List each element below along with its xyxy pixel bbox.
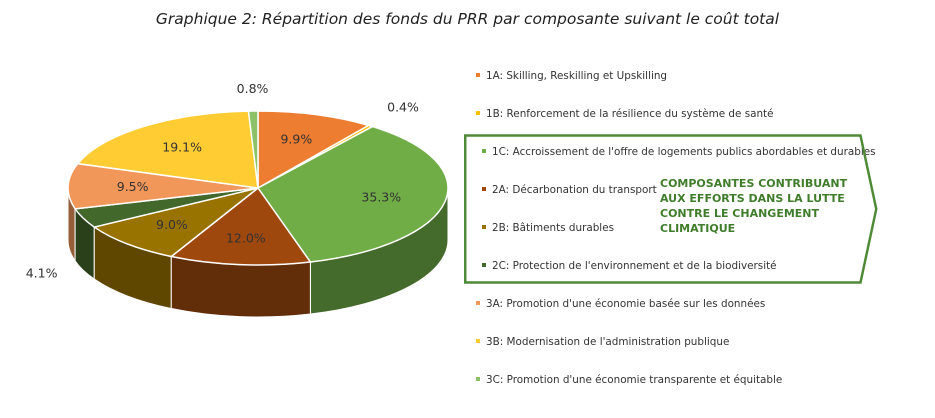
legend-label: 2C: Protection de l'environnement et de … — [492, 260, 777, 272]
pie-data-label: 4.1% — [26, 265, 58, 280]
legend-item: 1B: Renforcement de la résilience du sys… — [476, 108, 774, 120]
legend-label: 2A: Décarbonation du transport — [492, 184, 657, 196]
pie-slice — [67, 162, 259, 210]
legend-label: 3A: Promotion d'une économie basée sur l… — [486, 298, 766, 310]
legend-label: 1C: Accroissement de l'offre de logement… — [492, 146, 876, 158]
legend-label: 3C: Promotion d'une économie transparent… — [486, 374, 783, 386]
legend-item: 2C: Protection de l'environnement et de … — [482, 260, 777, 272]
legend-label: 3B: Modernisation de l'administration pu… — [486, 336, 730, 348]
pie-slice — [256, 125, 449, 263]
pie-slice — [76, 110, 259, 189]
pie-data-label: 35.3% — [361, 189, 401, 204]
legend-item: 3C: Promotion d'une économie transparent… — [476, 374, 782, 386]
legend-marker — [482, 187, 486, 191]
callout-text: COMPOSANTES CONTRIBUANT AUX EFFORTS DANS… — [660, 177, 848, 235]
legend-item: 1A: Skilling, Reskilling et Upskilling — [476, 70, 667, 82]
pie-chart: 9.9% 0.4% 35.3% 12.0% 9.0% 4.1% 9.5% 19.1% 0.8% — [26, 81, 449, 318]
pie-slice — [169, 186, 312, 266]
chart-title: Graphique 2: Répartition des fonds du PR… — [155, 10, 780, 28]
pie-data-label: 9.0% — [156, 217, 188, 232]
legend-marker — [476, 377, 480, 381]
legend-item: 3A: Promotion d'une économie basée sur l… — [476, 298, 765, 310]
legend-item: 3B: Modernisation de l'administration pu… — [476, 336, 729, 348]
legend-item: 2A: Décarbonation du transport — [482, 184, 657, 196]
pie-data-label: 9.5% — [117, 179, 149, 194]
pie-data-label: 12.0% — [226, 231, 266, 246]
pie-slice — [247, 110, 259, 189]
pie-data-label: 0.4% — [387, 99, 419, 114]
legend-marker — [482, 225, 486, 229]
legend-label: 1B: Renforcement de la résilience du sys… — [486, 108, 774, 120]
pie-data-label: 0.8% — [237, 81, 269, 96]
legend-label: 2B: Bâtiments durables — [492, 222, 614, 234]
legend-marker — [476, 301, 480, 305]
legend-item: 2B: Bâtiments durables — [482, 222, 614, 234]
legend-marker — [482, 263, 486, 267]
legend-marker — [482, 149, 486, 153]
legend-marker — [476, 73, 480, 77]
legend-item: 1C: Accroissement de l'offre de logement… — [482, 146, 876, 158]
legend-marker — [476, 111, 480, 115]
pie-slice — [92, 187, 259, 258]
pie-data-label: 9.9% — [280, 132, 312, 147]
pie-slice — [257, 110, 371, 190]
legend-label: 1A: Skilling, Reskilling et Upskilling — [486, 70, 668, 82]
callout-arrow-box — [464, 134, 878, 284]
pie-data-label: 19.1% — [162, 140, 202, 155]
legend-marker — [476, 339, 480, 343]
